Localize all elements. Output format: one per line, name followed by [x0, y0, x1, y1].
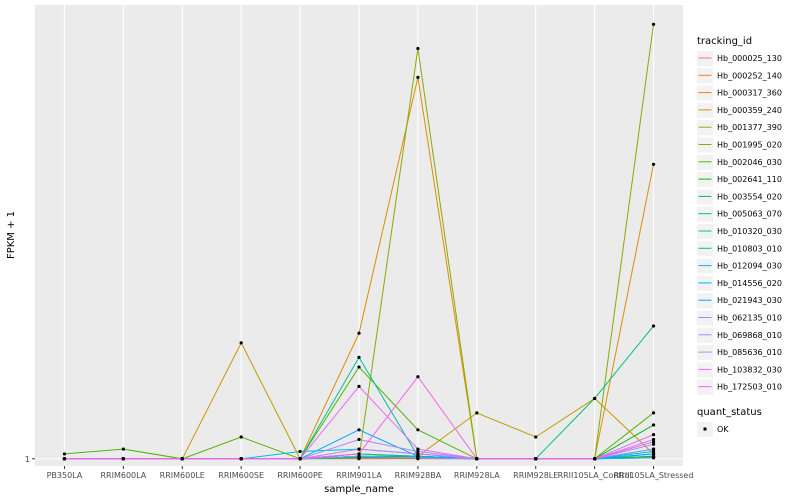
data-point-Hb_172503_010-8 — [534, 457, 538, 461]
data-point-Hb_001995_020-10 — [651, 22, 656, 26]
quant-status-legend-items: OK — [697, 422, 729, 437]
data-point-Hb_085636_010-5 — [357, 447, 361, 451]
x-tick-label: RRIM600LE — [160, 471, 205, 480]
data-point-Hb_000317_360-5 — [357, 331, 361, 335]
x-tick-label: RRII105LA_Stressed — [614, 471, 694, 480]
quant-status-key-OK — [703, 427, 707, 431]
data-point-Hb_085636_010-6 — [416, 452, 420, 456]
data-point-Hb_021943_030-5 — [357, 428, 361, 432]
data-point-Hb_069868_010-10 — [651, 442, 656, 446]
data-point-Hb_000359_240-7 — [475, 411, 479, 415]
data-point-Hb_069868_010-5 — [357, 437, 361, 442]
data-point-Hb_062135_010-6 — [416, 456, 420, 460]
data-point-Hb_103832_030-6 — [416, 447, 420, 451]
legend-label-Hb_005063_070: Hb_005063_070 — [717, 210, 782, 219]
data-point-Hb_001995_020-6 — [416, 46, 420, 51]
legend-label-Hb_069868_010: Hb_069868_010 — [717, 331, 782, 340]
data-point-Hb_002641_110-10 — [651, 423, 656, 427]
data-point-Hb_062135_010-5 — [357, 454, 361, 458]
data-point-Hb_000317_360-6 — [416, 75, 420, 80]
data-point-Hb_002046_030-0 — [62, 452, 67, 456]
data-point-Hb_172503_010-7 — [475, 457, 479, 461]
legend: tracking_id Hb_000025_130Hb_000252_140Hb… — [697, 36, 782, 437]
x-tick-label: RRIM600SE — [218, 471, 264, 480]
quant-status-label-OK: OK — [717, 425, 729, 434]
data-point-Hb_012094_030-10 — [651, 449, 656, 454]
y-tick-label: 1 — [25, 455, 30, 464]
data-point-Hb_172503_010-5 — [357, 452, 361, 456]
legend-label-Hb_103832_030: Hb_103832_030 — [717, 365, 782, 374]
x-tick-label: RRIM928BA — [395, 471, 442, 480]
data-point-Hb_172503_010-6 — [416, 375, 420, 379]
data-point-Hb_062135_010-10 — [651, 447, 656, 451]
data-point-Hb_172503_010-1 — [121, 457, 125, 461]
x-tick-label: RRIM600LA — [100, 471, 146, 480]
legend-items: Hb_000025_130 Hb_000252_140 Hb_000317_360 H… — [697, 51, 782, 395]
legend-label-Hb_001995_020: Hb_001995_020 — [717, 141, 782, 150]
data-point-Hb_002046_030-10 — [651, 411, 656, 415]
data-point-Hb_014556_020-10 — [651, 456, 656, 460]
data-point-Hb_085636_010-10 — [651, 437, 656, 442]
x-tick-labels: PB350LA RRIM600LA RRIM600LE RRIM600SE RRIM60… — [47, 466, 694, 480]
legend-label-Hb_062135_010: Hb_062135_010 — [717, 314, 782, 323]
legend-label-Hb_003554_020: Hb_003554_020 — [717, 192, 782, 201]
x-tick-label: PB350LA — [47, 471, 83, 480]
y-tick-labels: 1 — [25, 455, 35, 464]
data-point-Hb_172503_010-2 — [180, 457, 184, 461]
legend-label-Hb_000252_140: Hb_000252_140 — [717, 71, 782, 80]
legend-label-Hb_001377_390: Hb_001377_390 — [717, 123, 782, 132]
data-point-Hb_005063_070-10 — [651, 324, 656, 328]
data-point-Hb_002046_030-6 — [416, 428, 420, 432]
legend-label-Hb_002046_030: Hb_002046_030 — [717, 158, 782, 167]
data-point-Hb_005063_070-9 — [593, 396, 597, 401]
legend-label-Hb_000359_240: Hb_000359_240 — [717, 106, 782, 115]
data-point-Hb_002046_030-1 — [121, 447, 125, 451]
x-tick-label: RRIM928LE — [513, 471, 558, 480]
legend-label-Hb_021943_030: Hb_021943_030 — [717, 296, 782, 305]
legend-title: tracking_id — [697, 36, 752, 47]
data-point-Hb_000317_360-10 — [651, 162, 656, 166]
data-point-Hb_103832_030-5 — [357, 384, 361, 388]
x-tick-label: RRII105LA_Control — [558, 471, 632, 480]
legend-label-Hb_000317_360: Hb_000317_360 — [717, 89, 782, 98]
legend-label-Hb_012094_030: Hb_012094_030 — [717, 262, 782, 271]
y-axis-title: FPKM + 1 — [6, 211, 17, 259]
legend-label-Hb_000025_130: Hb_000025_130 — [717, 54, 782, 63]
data-point-Hb_002046_030-5 — [357, 365, 361, 369]
legend-label-Hb_010320_030: Hb_010320_030 — [717, 227, 782, 236]
legend-label-Hb_002641_110: Hb_002641_110 — [717, 175, 782, 184]
data-point-Hb_172503_010-0 — [62, 457, 67, 461]
data-point-Hb_012094_030-4 — [298, 449, 302, 454]
data-point-Hb_172503_010-10 — [651, 440, 656, 444]
data-point-Hb_000359_240-3 — [239, 341, 243, 345]
data-point-Hb_172503_010-4 — [298, 457, 302, 461]
data-point-Hb_103832_030-10 — [651, 433, 656, 437]
quant-status-legend-title: quant_status — [697, 407, 762, 418]
data-point-Hb_021943_030-10 — [651, 452, 656, 456]
legend-label-Hb_010803_010: Hb_010803_010 — [717, 244, 782, 253]
data-point-Hb_002046_030-3 — [239, 435, 243, 439]
legend-label-Hb_014556_020: Hb_014556_020 — [717, 279, 782, 288]
x-axis-title: sample_name — [324, 484, 394, 495]
data-point-Hb_172503_010-3 — [239, 457, 243, 461]
data-point-Hb_010320_030-5 — [357, 355, 361, 359]
legend-label-Hb_172503_010: Hb_172503_010 — [717, 383, 782, 392]
data-point-Hb_000359_240-8 — [534, 435, 538, 439]
series-points — [62, 22, 656, 461]
x-tick-label: RRIM928LA — [454, 471, 500, 480]
data-point-Hb_172503_010-9 — [593, 457, 597, 461]
data-point-Hb_069868_010-6 — [416, 449, 420, 454]
grid — [35, 5, 683, 466]
x-tick-label: RRIM901LA — [336, 471, 382, 480]
x-tick-label: RRIM600PE — [277, 471, 323, 480]
legend-label-Hb_085636_010: Hb_085636_010 — [717, 348, 782, 357]
